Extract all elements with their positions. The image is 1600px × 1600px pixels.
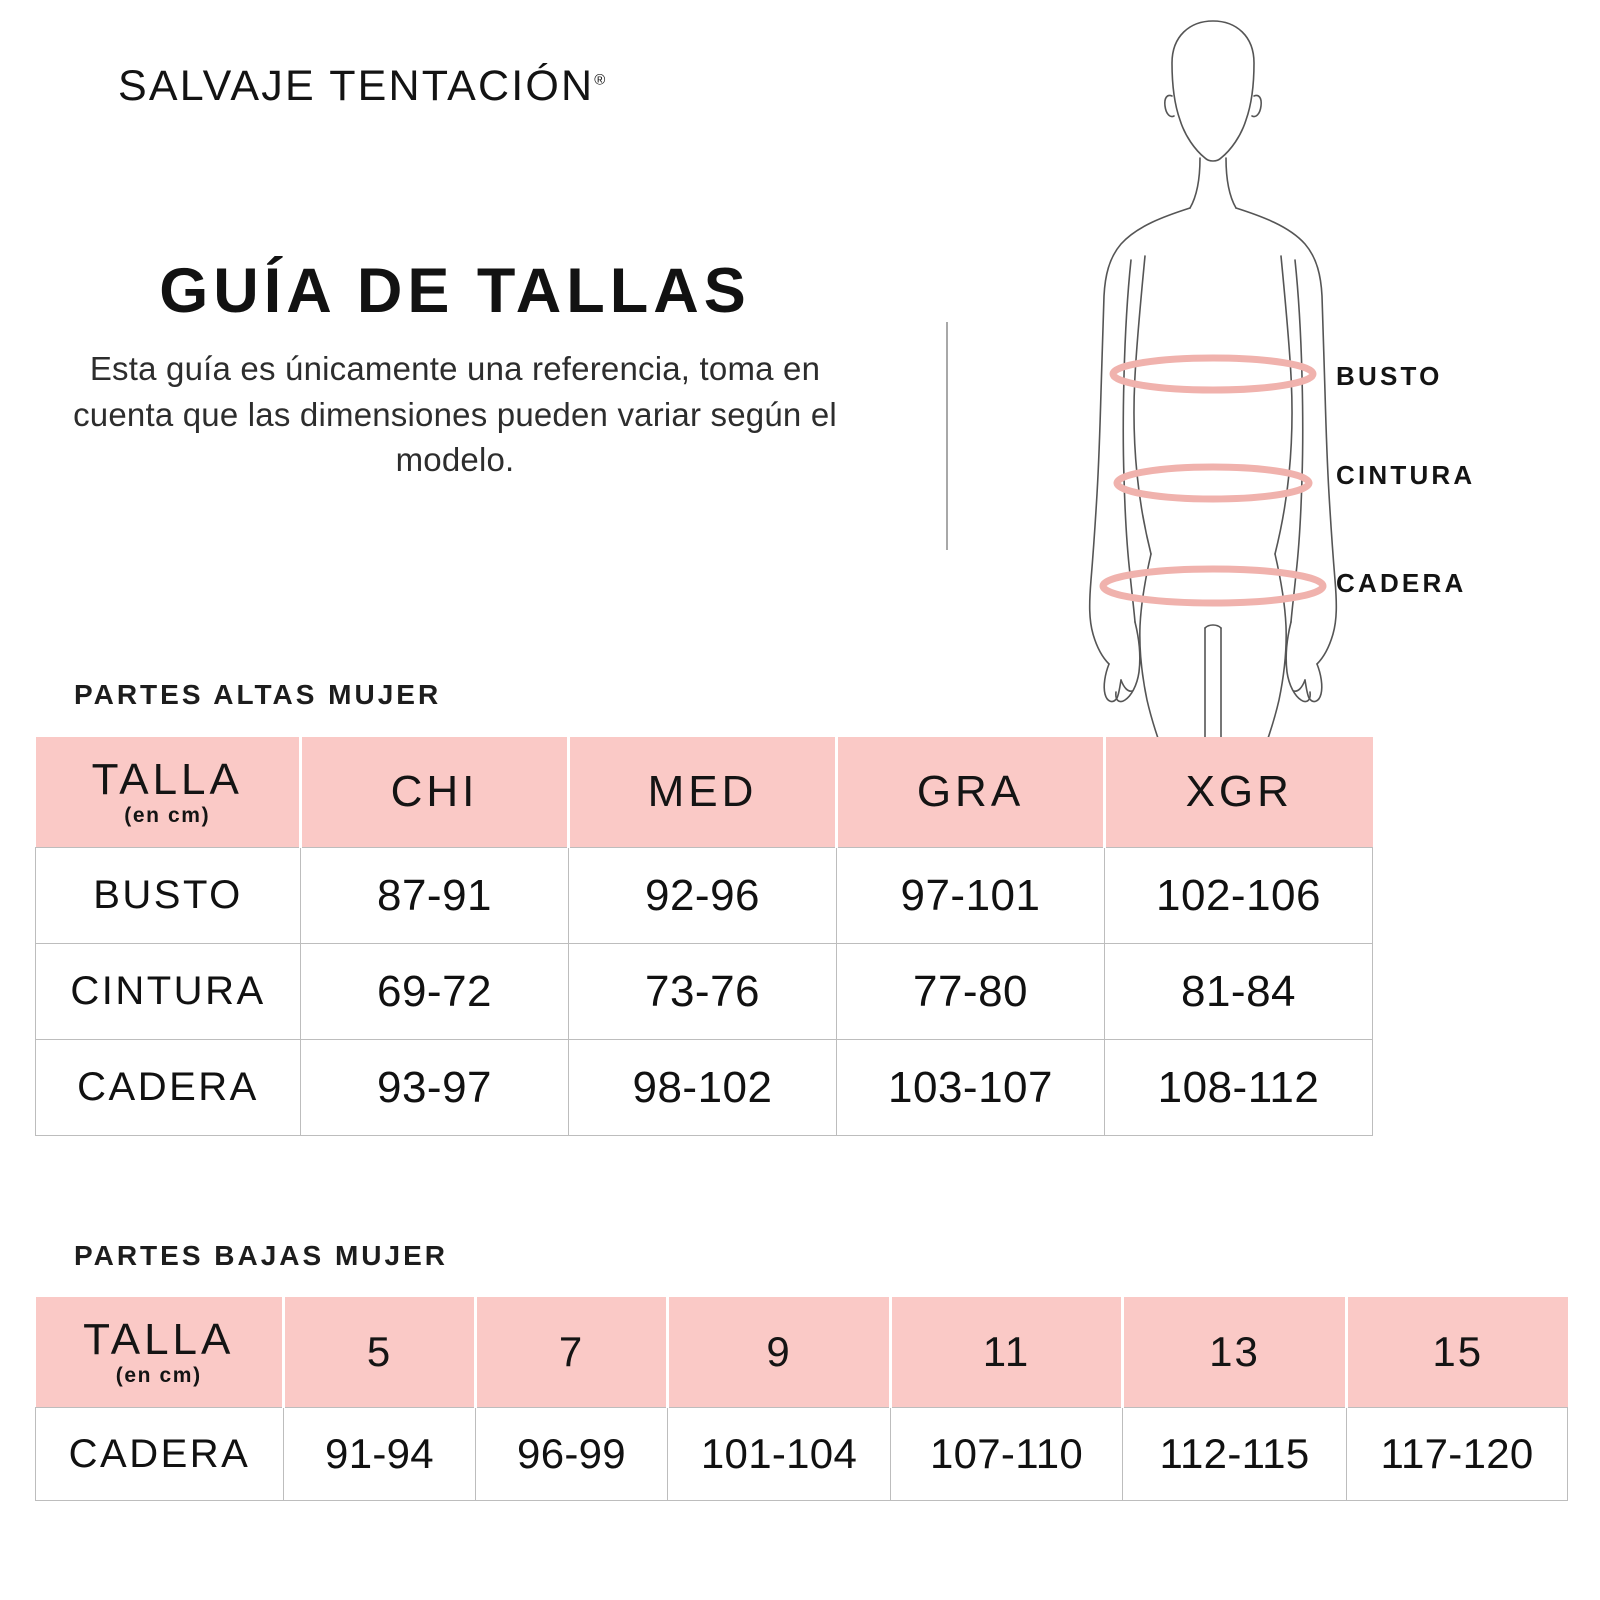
table-header-row: TALLA (en cm) CHI MED GRA XGR <box>35 737 1373 848</box>
table-row: BUSTO 87-91 92-96 97-101 102-106 <box>35 847 1373 944</box>
cell-cadera-9: 101-104 <box>667 1407 891 1501</box>
cell-cadera-7: 96-99 <box>475 1407 668 1501</box>
cell-busto-xgr: 102-106 <box>1104 847 1373 944</box>
header-cell-size-15: 15 <box>1346 1297 1568 1408</box>
female-body-figure <box>985 8 1455 768</box>
section-caption-partes-altas: PARTES ALTAS MUJER <box>74 679 442 710</box>
header-cell-size-13: 13 <box>1122 1297 1348 1408</box>
page-subtitle: Esta guía es únicamente una referencia, … <box>73 350 837 479</box>
header-cell-xgr: XGR <box>1104 737 1373 848</box>
cell-cadera-15: 117-120 <box>1346 1407 1568 1501</box>
header-cell-gra: GRA <box>836 737 1106 848</box>
cell-cadera-13: 112-115 <box>1122 1407 1347 1501</box>
talla-unit: (en cm) <box>115 1363 202 1387</box>
cell-cadera-med: 98-102 <box>568 1039 837 1136</box>
section-caption-partes-bajas: PARTES BAJAS MUJER <box>74 1240 448 1271</box>
table-row: CINTURA 69-72 73-76 77-80 81-84 <box>35 943 1373 1040</box>
header-cell-talla: TALLA (en cm) <box>35 737 302 848</box>
cell-cintura-xgr: 81-84 <box>1104 943 1373 1040</box>
cell-cintura-gra: 77-80 <box>836 943 1105 1040</box>
talla-unit: (en cm) <box>124 803 211 827</box>
table-row: CADERA 91-94 96-99 101-104 107-110 112-1… <box>35 1407 1568 1501</box>
header-cell-size-7: 7 <box>475 1297 669 1408</box>
title-block: GUÍA DE TALLAS Esta guía es únicamente u… <box>60 258 850 483</box>
size-table-partes-altas: TALLA (en cm) CHI MED GRA XGR BUSTO 87-9… <box>35 737 1373 1136</box>
busto-band <box>1109 354 1317 394</box>
cell-cadera-11: 107-110 <box>890 1407 1123 1501</box>
brand-name: SALVAJE TENTACIÓN <box>118 62 595 110</box>
header-cell-talla: TALLA (en cm) <box>35 1297 285 1408</box>
measure-label-cadera: CADERA <box>1336 568 1467 598</box>
header-cell-med: MED <box>568 737 838 848</box>
table-header-row: TALLA (en cm) 5 7 9 11 13 15 <box>35 1297 1568 1408</box>
cell-busto-gra: 97-101 <box>836 847 1105 944</box>
brand-logo: SALVAJE TENTACIÓN® <box>118 62 605 111</box>
talla-label: TALLA <box>91 754 243 804</box>
vertical-divider <box>946 322 948 550</box>
header-cell-chi: CHI <box>300 737 570 848</box>
cell-cintura-med: 73-76 <box>568 943 837 1040</box>
cintura-band <box>1113 463 1313 503</box>
registered-trademark-icon: ® <box>594 71 606 89</box>
header-cell-size-11: 11 <box>890 1297 1124 1408</box>
talla-label: TALLA <box>83 1314 235 1364</box>
measure-label-busto: BUSTO <box>1336 361 1443 391</box>
row-label-cadera: CADERA <box>35 1039 301 1136</box>
cell-busto-chi: 87-91 <box>300 847 569 944</box>
row-label-busto: BUSTO <box>35 847 301 944</box>
cadera-band <box>1099 565 1327 607</box>
cell-cadera-chi: 93-97 <box>300 1039 569 1136</box>
row-label-cintura: CINTURA <box>35 943 301 1040</box>
cell-busto-med: 92-96 <box>568 847 837 944</box>
table-row: CADERA 93-97 98-102 103-107 108-112 <box>35 1039 1373 1136</box>
cell-cadera-gra: 103-107 <box>836 1039 1105 1136</box>
row-label-cadera: CADERA <box>35 1407 284 1501</box>
measure-label-cintura: CINTURA <box>1336 460 1476 490</box>
header-cell-size-5: 5 <box>283 1297 477 1408</box>
size-table-partes-bajas: TALLA (en cm) 5 7 9 11 13 15 CADERA 91-9… <box>35 1297 1568 1501</box>
cell-cintura-chi: 69-72 <box>300 943 569 1040</box>
cell-cadera-xgr: 108-112 <box>1104 1039 1373 1136</box>
cell-cadera-5: 91-94 <box>283 1407 476 1501</box>
measure-bands <box>1099 354 1327 607</box>
header-cell-size-9: 9 <box>667 1297 892 1408</box>
page-title: GUÍA DE TALLAS <box>159 256 751 326</box>
body-outline-icon <box>1088 20 1338 768</box>
